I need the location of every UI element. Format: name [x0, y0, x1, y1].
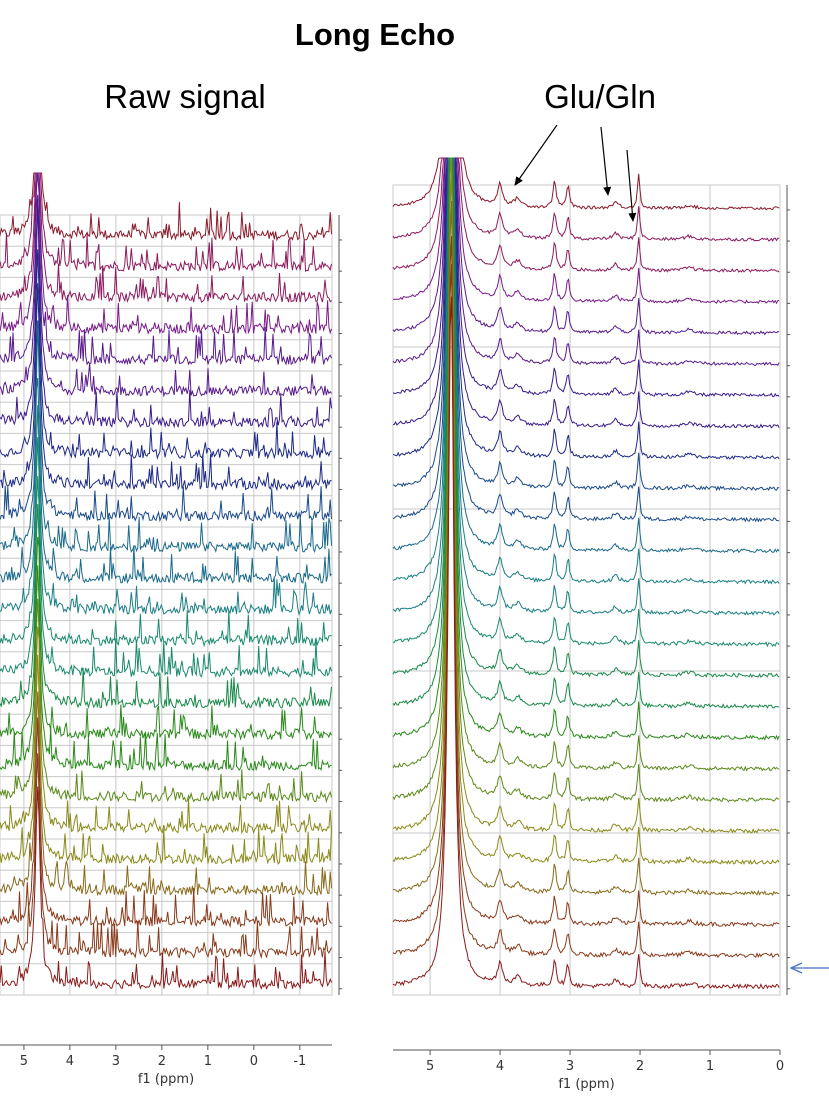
x-tick-label: 0 [250, 1054, 258, 1069]
x-axis-label: f1 (ppm) [558, 1077, 614, 1092]
spectrum-trace [0, 437, 332, 648]
spectrum-trace [392, 157, 780, 616]
spectrum-trace [0, 377, 332, 585]
spectrum-trace [392, 157, 780, 678]
spectrum-trace [392, 157, 780, 460]
spectrum-trace [0, 172, 332, 242]
spectrum-trace [0, 786, 332, 991]
spectrum-trace [0, 199, 332, 429]
x-tick-label: 1 [204, 1054, 212, 1069]
spectrum-trace [392, 263, 780, 959]
spectrum-trace [0, 565, 332, 772]
x-tick-label: 0 [776, 1059, 784, 1074]
spectrum-trace [0, 753, 332, 960]
x-axis-label: f1 (ppm) [138, 1072, 194, 1087]
spectrum-trace [0, 626, 332, 835]
spectrum-trace [0, 691, 332, 897]
x-tick-label: -1 [293, 1054, 306, 1069]
x-tick-label: 3 [112, 1054, 120, 1069]
x-tick-label: 3 [566, 1059, 574, 1074]
panel-title: Raw signal [104, 78, 265, 115]
spectrum-trace [0, 717, 332, 928]
x-tick-label: 1 [706, 1059, 714, 1074]
spectrum-trace [0, 536, 332, 741]
x-tick-label: 4 [66, 1054, 74, 1069]
x-tick-label: 2 [158, 1054, 166, 1069]
spectrum-trace [392, 157, 780, 741]
plot-frame [0, 214, 333, 996]
spectrum-trace [392, 172, 780, 866]
spectrum-trace [392, 157, 780, 554]
spectrum-trace [0, 405, 332, 616]
spectrum-trace [392, 157, 780, 429]
spectrum-trace [0, 503, 332, 709]
x-tick-label: 4 [496, 1059, 504, 1074]
spectrum-trace [0, 320, 332, 554]
spectrum-trace [392, 157, 780, 367]
x-tick-label: 5 [426, 1059, 434, 1074]
spectrum-trace [392, 296, 780, 990]
spectrum-trace [0, 172, 332, 304]
spectrum-trace [392, 157, 780, 709]
spectrum-trace [0, 654, 332, 865]
spectrum-trace [392, 157, 780, 648]
x-tick-label: 5 [20, 1054, 28, 1069]
spectrum-trace [392, 157, 780, 834]
spectrum-trace [0, 249, 332, 460]
spectrum-trace [0, 475, 332, 679]
spectrum-trace [0, 172, 332, 335]
spectrum-trace [392, 157, 780, 772]
spectrum-trace [392, 157, 780, 492]
spectrum-trace [0, 172, 332, 273]
figure-title: Long Echo [295, 17, 455, 52]
spectrum-trace [0, 283, 332, 492]
spectrum-trace [0, 598, 332, 804]
spectrum-trace [392, 157, 780, 523]
spectrum-trace [0, 172, 332, 366]
spectrum-trace [392, 157, 780, 305]
spectrum-trace [392, 235, 780, 928]
spectrum-trace [0, 194, 332, 398]
spectrum-trace [393, 200, 780, 896]
annotation: Glu/Gln [544, 78, 656, 115]
spectrum-trace [392, 157, 780, 273]
spectrum-trace [392, 157, 780, 398]
arrows [514, 124, 637, 222]
x-tick-label: 2 [636, 1059, 644, 1074]
spectrum-trace [392, 157, 780, 803]
spectrum-trace [392, 157, 780, 585]
spectrum-trace [0, 320, 332, 523]
